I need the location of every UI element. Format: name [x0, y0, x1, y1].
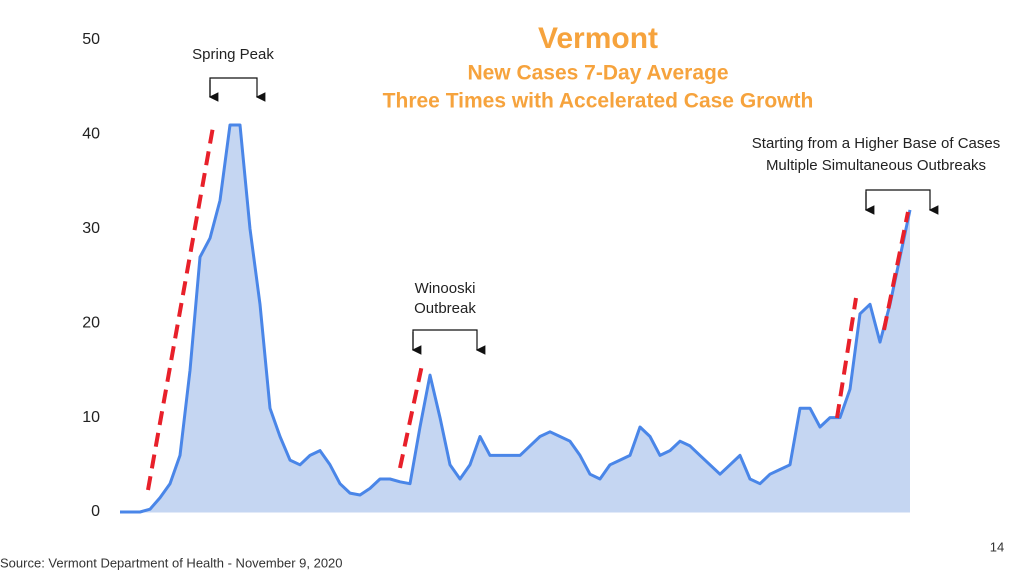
- annotation: Starting from a Higher Base of Cases: [752, 135, 1000, 152]
- area-line: [120, 123, 912, 514]
- trend-dash: [835, 297, 858, 419]
- bracket: [412, 329, 486, 355]
- bracket: [865, 189, 939, 215]
- y-tick-label: 50: [82, 31, 100, 48]
- annotation: Multiple Simultaneous Outbreaks: [766, 157, 986, 174]
- trend-dash: [146, 126, 215, 491]
- trend-dash: [882, 211, 910, 331]
- source: Source: Vermont Department of Health - N…: [0, 555, 343, 570]
- area-fill: [120, 125, 910, 512]
- plot-area: 0 10 20 30 40 50: [82, 31, 912, 520]
- chart-title: Vermont: [538, 22, 658, 55]
- trend-dash: [398, 364, 424, 469]
- annotation: Winooski: [415, 280, 476, 297]
- y-tick-label: 0: [91, 503, 100, 520]
- annotation-marks: [146, 77, 939, 491]
- y-tick-label: 30: [82, 220, 100, 237]
- chart-subtitle: New Cases 7-Day Average: [467, 62, 728, 85]
- chart-subtitle: Three Times with Accelerated Case Growth: [383, 90, 814, 113]
- page-number: 14: [990, 539, 1004, 554]
- y-tick-label: 10: [82, 409, 100, 426]
- bracket: [209, 77, 266, 102]
- annotation: Outbreak: [414, 300, 476, 317]
- annotation: Spring Peak: [192, 46, 274, 63]
- y-tick-label: 40: [82, 126, 100, 143]
- y-tick-label: 20: [82, 314, 100, 331]
